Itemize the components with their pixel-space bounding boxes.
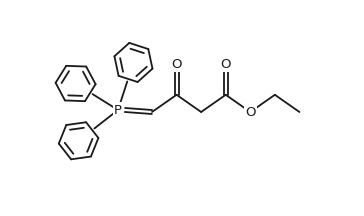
Text: P: P <box>114 103 122 116</box>
Text: O: O <box>171 58 182 71</box>
Text: O: O <box>245 105 256 119</box>
Text: O: O <box>221 58 231 71</box>
